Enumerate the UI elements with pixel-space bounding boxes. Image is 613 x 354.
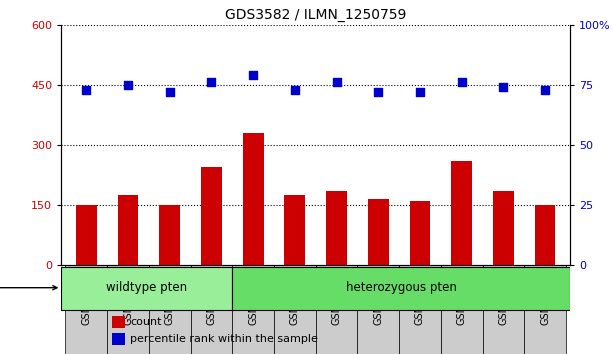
Bar: [232, 265, 274, 354]
Bar: [76, 205, 97, 265]
Point: [457, 80, 466, 85]
Text: count: count: [130, 317, 161, 327]
Point: [207, 80, 216, 85]
Bar: [107, 265, 149, 354]
Point: [123, 82, 133, 87]
Point: [165, 89, 175, 95]
Point: [540, 87, 550, 92]
Point: [415, 89, 425, 95]
Title: GDS3582 / ILMN_1250759: GDS3582 / ILMN_1250759: [225, 8, 406, 22]
Bar: [441, 265, 482, 354]
Bar: [274, 265, 316, 354]
Bar: [451, 161, 472, 265]
Bar: [493, 191, 514, 265]
Bar: [201, 167, 222, 265]
Text: genotype/variation: genotype/variation: [0, 283, 57, 293]
Bar: [357, 265, 399, 354]
Bar: [112, 316, 125, 328]
Text: wildtype pten: wildtype pten: [106, 281, 188, 294]
Bar: [482, 265, 524, 354]
Bar: [316, 265, 357, 354]
Bar: [118, 195, 139, 265]
Bar: [66, 265, 107, 354]
Point: [498, 84, 508, 90]
Point: [248, 72, 258, 78]
Text: percentile rank within the sample: percentile rank within the sample: [130, 335, 318, 344]
Bar: [326, 191, 347, 265]
Bar: [409, 201, 430, 265]
Bar: [368, 199, 389, 265]
Point: [373, 89, 383, 95]
Bar: [191, 265, 232, 354]
Text: heterozygous pten: heterozygous pten: [346, 281, 457, 294]
Bar: [232, 267, 570, 310]
Bar: [112, 333, 125, 345]
Bar: [149, 265, 191, 354]
Bar: [524, 265, 566, 354]
Point: [290, 87, 300, 92]
Point: [332, 80, 341, 85]
Bar: [399, 265, 441, 354]
Bar: [61, 267, 232, 310]
Point: [82, 87, 91, 92]
Bar: [284, 195, 305, 265]
Bar: [243, 133, 264, 265]
Bar: [535, 205, 555, 265]
Bar: [159, 205, 180, 265]
